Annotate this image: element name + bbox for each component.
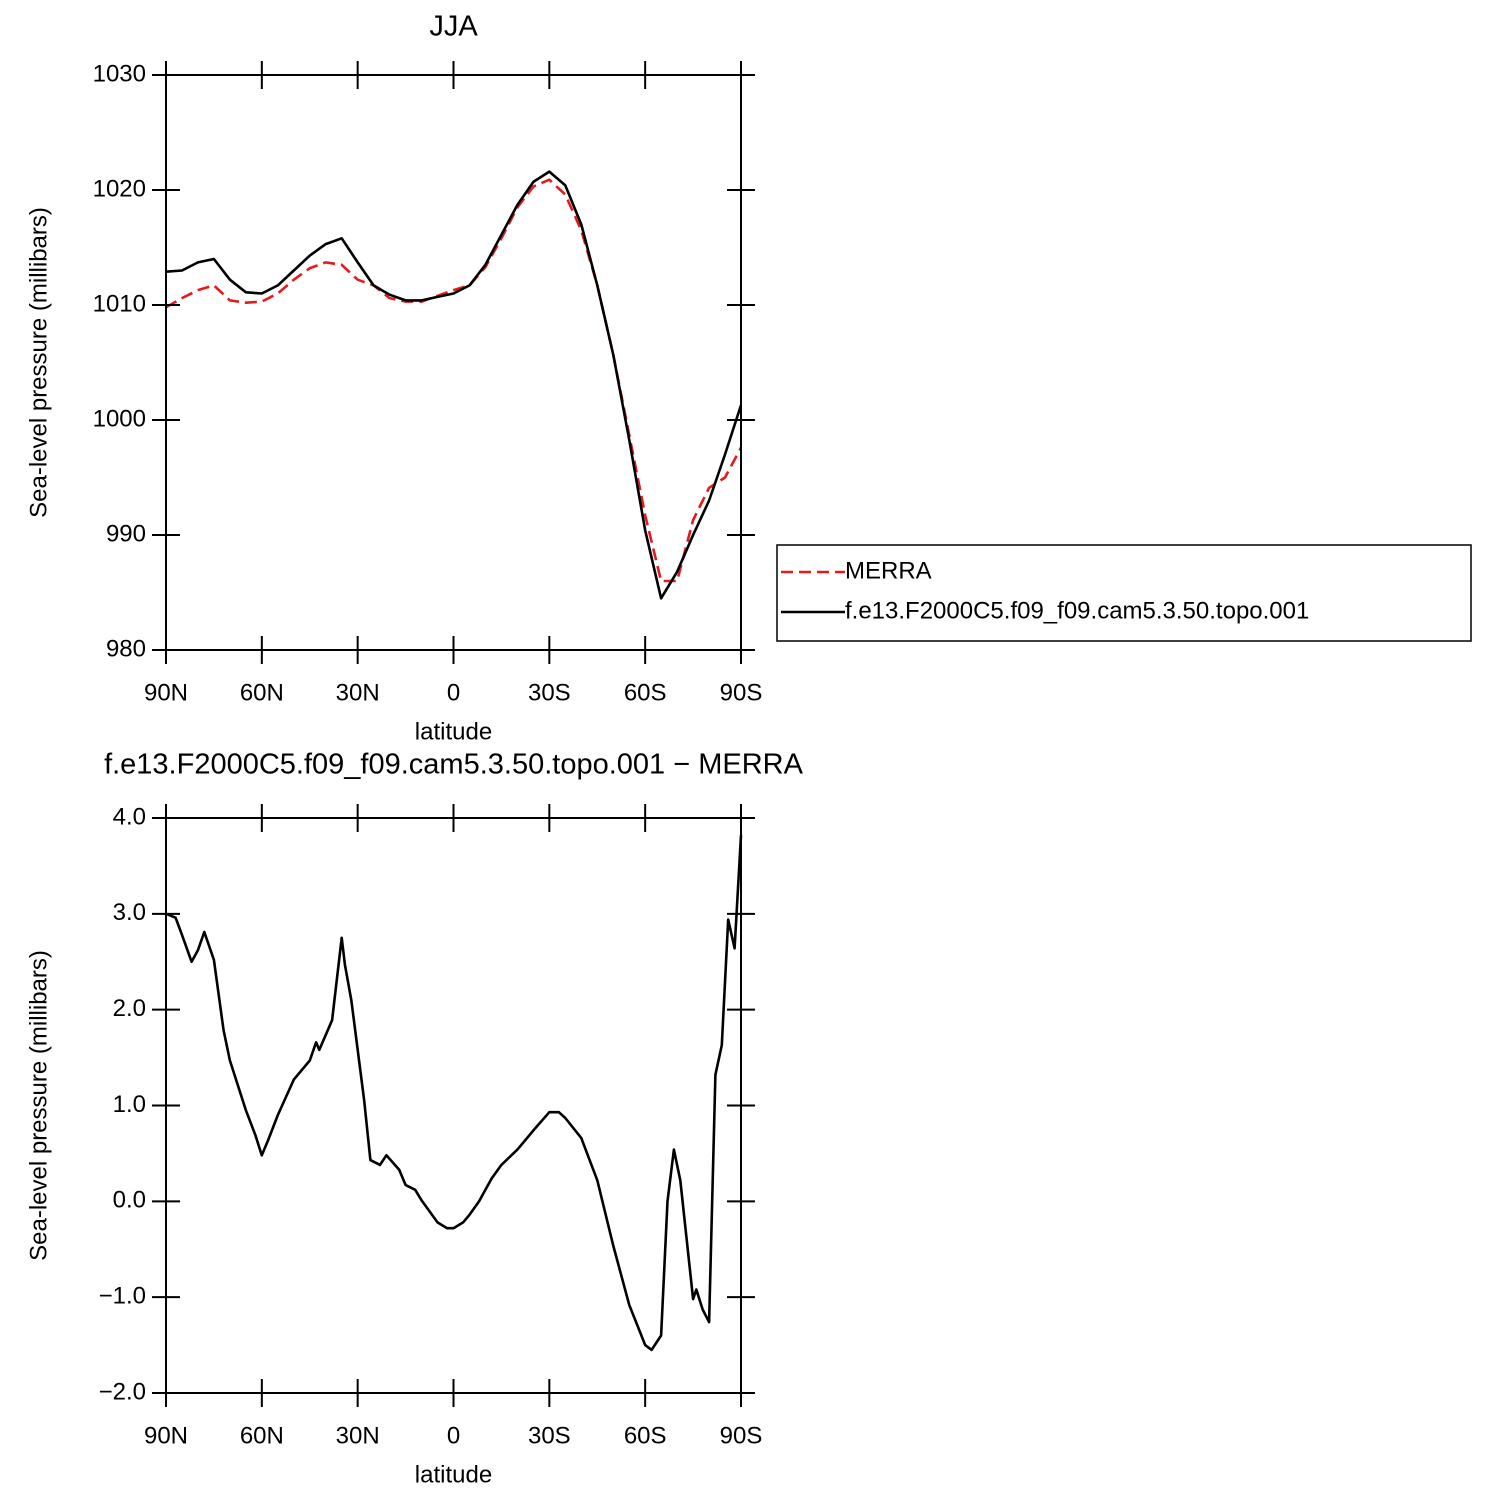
x-tick-label: 90S <box>720 1422 763 1449</box>
x-axis-label: latitude <box>415 1461 492 1488</box>
x-tick-label: 90N <box>144 679 188 706</box>
x-tick-label: 0 <box>447 679 460 706</box>
y-tick-label: 4.0 <box>113 803 146 830</box>
data-line <box>165 178 743 583</box>
data-line <box>165 170 743 600</box>
y-tick-label: 1010 <box>93 290 146 317</box>
x-tick-label: 0 <box>447 1422 460 1449</box>
panel: f.e13.F2000C5.f09_f09.cam5.3.50.topo.001… <box>25 749 803 1489</box>
x-tick-label: 90N <box>144 1422 188 1449</box>
panel: JJA 980 990 1000 1010 1020 1030 90N 60N 30N 0 30S 60… <box>25 11 1472 745</box>
legend-label: MERRA <box>845 557 932 584</box>
y-tick-label: 3.0 <box>113 899 146 926</box>
chart-title: f.e13.F2000C5.f09_f09.cam5.3.50.topo.001… <box>104 749 804 781</box>
x-tick-label: 30N <box>336 679 380 706</box>
y-tick-label: 0.0 <box>113 1187 146 1214</box>
y-tick-label: 1.0 <box>113 1091 146 1118</box>
plot-frame <box>165 817 742 1394</box>
y-tick-label: −1.0 <box>99 1283 146 1310</box>
y-tick-label: 980 <box>106 635 146 662</box>
y-tick-label: 1000 <box>93 405 146 432</box>
chart-title: JJA <box>429 11 478 43</box>
x-tick-label: 30N <box>336 1422 380 1449</box>
x-tick-label: 90S <box>720 679 763 706</box>
y-tick-label: 1030 <box>93 60 146 87</box>
legend-label: f.e13.F2000C5.f09_f09.cam5.3.50.topo.001 <box>845 597 1309 624</box>
data-line <box>165 835 743 1352</box>
legend-box <box>776 544 1472 642</box>
x-tick-label: 30S <box>528 1422 571 1449</box>
y-axis-label: Sea-level pressure (millibars) <box>25 950 52 1261</box>
y-axis-label: Sea-level pressure (millibars) <box>25 207 52 518</box>
x-axis-label: latitude <box>415 718 492 745</box>
y-tick-label: −2.0 <box>99 1378 146 1405</box>
x-tick-label: 60N <box>240 679 284 706</box>
y-tick-label: 1020 <box>93 175 146 202</box>
x-tick-label: 60N <box>240 1422 284 1449</box>
y-tick-label: 2.0 <box>113 995 146 1022</box>
x-tick-label: 30S <box>528 679 571 706</box>
x-tick-label: 60S <box>624 679 667 706</box>
x-tick-label: 60S <box>624 1422 667 1449</box>
y-tick-label: 990 <box>106 520 146 547</box>
plot-frame <box>165 74 742 651</box>
